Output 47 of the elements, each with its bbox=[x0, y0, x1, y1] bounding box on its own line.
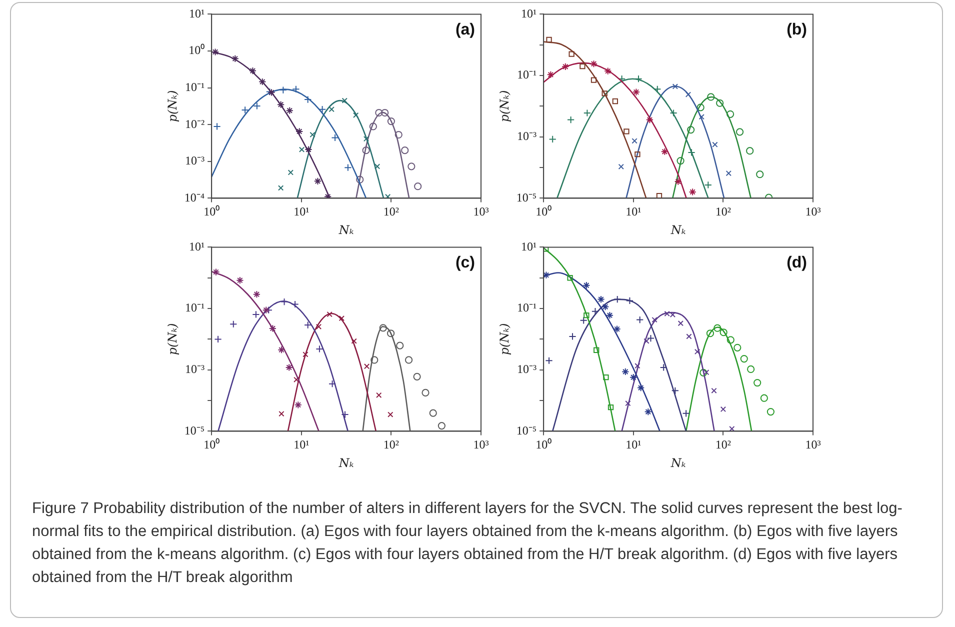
y-tick-label: 10⁻¹ bbox=[516, 68, 537, 82]
y-tick-label: 10¹ bbox=[520, 6, 537, 20]
x-tick-label: 10⁰ bbox=[536, 204, 552, 219]
y-tick-label: 10⁻³ bbox=[516, 362, 537, 376]
x-axis-title: Nₖ bbox=[338, 222, 354, 237]
y-tick-label: 10⁻⁴ bbox=[184, 190, 205, 204]
y-tick-label: 10⁻⁵ bbox=[516, 423, 537, 438]
x-tick-label: 10⁰ bbox=[204, 438, 220, 452]
x-axis-title: Nₖ bbox=[338, 456, 354, 470]
x-tick-label: 10¹ bbox=[626, 204, 642, 219]
chart-title: (a) bbox=[455, 22, 475, 39]
caption: Figure 7 Probability distribution of the number of alters in different layers for the SVCN. The solid curves represent the best log-normal fits to the empirical distribution. (a) Egos with four layers obtained from the k-means algorithm. (b) Egos with five layers obtained from the k-means algorithm. (c) Egos with four layers obtained from the H/T break algorithm. (d) Egos with five layers obtained from the H/T break algorithm bbox=[32, 499, 904, 588]
x-axis-title: Nₖ bbox=[670, 222, 686, 237]
y-axis-title: p(Nₖ) bbox=[165, 90, 180, 122]
y-tick-label: 10⁻³ bbox=[184, 362, 205, 376]
y-tick-label: 10⁻² bbox=[184, 116, 205, 131]
y-tick-label: 10⁻¹ bbox=[184, 300, 205, 315]
x-tick-label: 10³ bbox=[473, 438, 490, 452]
text: (c) bbox=[455, 254, 475, 272]
x-tick-label: 10¹ bbox=[294, 204, 310, 219]
text: (b) bbox=[786, 22, 807, 39]
y-axis-title: p(Nₖ) bbox=[497, 322, 512, 356]
x-tick-label: 10⁰ bbox=[536, 438, 552, 452]
x-tick-label: 10⁰ bbox=[204, 204, 220, 219]
x-tick-label: 10² bbox=[715, 438, 732, 452]
y-tick-label: 10⁻³ bbox=[184, 154, 205, 168]
text: (d) bbox=[786, 254, 807, 272]
x-tick-label: 10³ bbox=[473, 204, 490, 219]
x-tick-label: 10² bbox=[383, 204, 400, 219]
x-tick-label: 10¹ bbox=[626, 438, 642, 452]
x-tick-label: 10² bbox=[383, 438, 400, 452]
x-tick-label: 10³ bbox=[805, 204, 822, 219]
y-tick-label: 10⁻³ bbox=[516, 129, 537, 144]
y-tick-label: 10¹ bbox=[188, 239, 205, 254]
y-axis-title: p(Nₖ) bbox=[165, 322, 180, 356]
y-tick-label: 10⁻¹ bbox=[184, 80, 205, 94]
x-tick-label: 10³ bbox=[805, 438, 822, 452]
x-tick-label: 10² bbox=[715, 204, 732, 219]
x-tick-label: 10¹ bbox=[294, 438, 310, 452]
y-tick-label: 10¹ bbox=[520, 239, 537, 254]
x-axis-title: Nₖ bbox=[670, 456, 686, 470]
y-tick-label: 10⁻⁵ bbox=[516, 190, 537, 204]
y-tick-label: 10¹ bbox=[188, 6, 205, 20]
y-tick-label: 10⁻¹ bbox=[516, 300, 537, 315]
y-axis-title: p(Nₖ) bbox=[497, 90, 512, 122]
y-tick-label: 10⁻⁵ bbox=[184, 423, 205, 438]
y-tick-label: 10⁰ bbox=[188, 43, 205, 58]
